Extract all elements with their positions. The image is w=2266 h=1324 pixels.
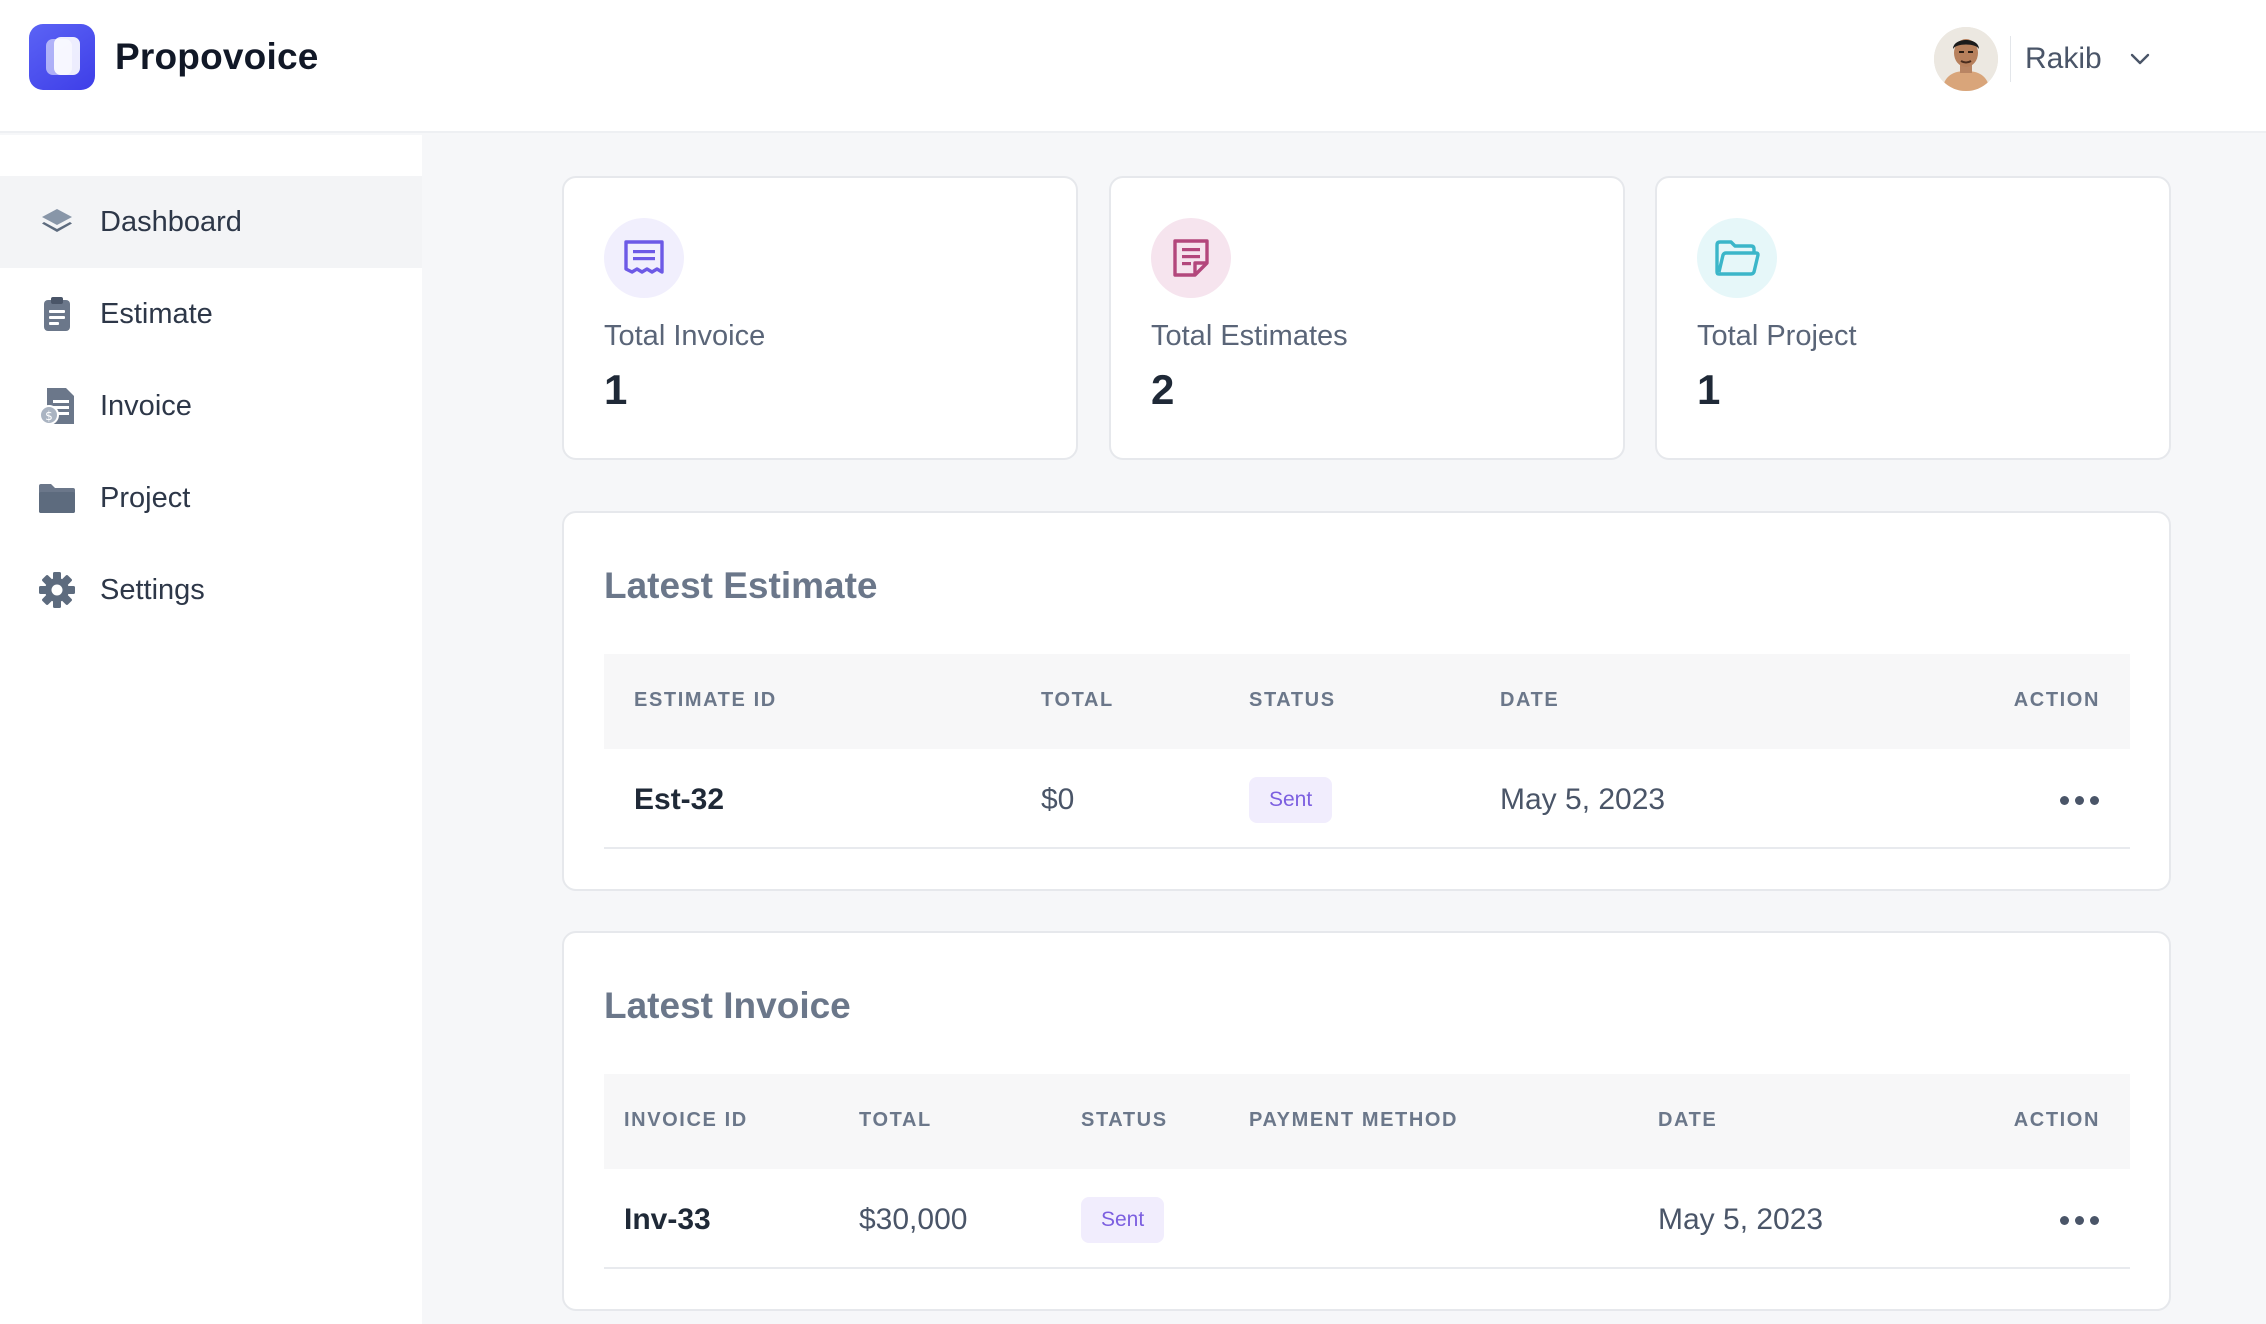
column-header-date: DATE	[1658, 1109, 1718, 1131]
sidebar-item-label: Settings	[100, 573, 205, 606]
sidebar-item-label: Estimate	[100, 297, 213, 330]
column-header-action: ACTION	[2013, 1109, 2100, 1131]
stat-label: Total Project	[1697, 320, 1857, 352]
status-badge: Sent	[1081, 1197, 1165, 1243]
column-header-action: ACTION	[2013, 689, 2100, 711]
top-bar: Propovoice Rakib	[0, 0, 2266, 133]
column-header-date: DATE	[1500, 689, 1560, 711]
column-header-status: STATUS	[1081, 1109, 1168, 1131]
app-name: Propovoice	[115, 36, 319, 77]
table-header: INVOICE ID TOTAL STATUS PAYMENT METHOD D…	[604, 1074, 2130, 1169]
user-divider	[2010, 36, 2011, 82]
estimate-date: May 5, 2023	[1500, 783, 1666, 816]
user-menu[interactable]: Rakib	[1934, 27, 2152, 91]
panel-title: Latest Invoice	[604, 985, 851, 1026]
stat-card-total-estimates: Total Estimates 2	[1109, 176, 1625, 460]
stat-label: Total Estimates	[1151, 320, 1348, 352]
column-header-total: TOTAL	[859, 1109, 932, 1131]
sidebar-item-invoice[interactable]: $ Invoice	[0, 360, 422, 452]
table-row[interactable]: Est-32 $0 Sent May 5, 2023	[604, 749, 2130, 849]
latest-estimate-panel: Latest Estimate ESTIMATE ID TOTAL STATUS…	[562, 511, 2171, 891]
column-header-payment-method: PAYMENT METHOD	[1249, 1109, 1459, 1131]
sidebar-item-estimate[interactable]: Estimate	[0, 268, 422, 360]
invoice-date: May 5, 2023	[1658, 1203, 1824, 1236]
stat-value: 1	[1697, 366, 1721, 413]
sidebar-item-settings[interactable]: Settings	[0, 544, 422, 636]
stat-card-total-invoice: Total Invoice 1	[562, 176, 1078, 460]
avatar[interactable]	[1934, 27, 1998, 91]
estimate-id[interactable]: Est-32	[634, 783, 725, 816]
column-header-estimate-id: ESTIMATE ID	[634, 689, 777, 711]
sidebar-item-project[interactable]: Project	[0, 452, 422, 544]
more-actions-icon[interactable]	[2060, 796, 2100, 806]
sidebar: Dashboard Estimate $ Invoice	[0, 135, 422, 1324]
gear-icon	[38, 571, 76, 609]
sidebar-item-label: Project	[100, 481, 191, 514]
column-header-status: STATUS	[1249, 689, 1336, 711]
panel-title: Latest Estimate	[604, 565, 878, 606]
column-header-invoice-id: INVOICE ID	[624, 1109, 748, 1131]
estimate-total: $0	[1041, 783, 1075, 816]
clipboard-icon	[38, 295, 76, 333]
receipt-icon	[604, 218, 684, 298]
app-logo[interactable]	[29, 24, 95, 90]
table-header: ESTIMATE ID TOTAL STATUS DATE ACTION	[604, 654, 2130, 749]
note-icon	[1151, 218, 1231, 298]
column-header-total: TOTAL	[1041, 689, 1114, 711]
more-actions-icon[interactable]	[2060, 1216, 2100, 1226]
sidebar-item-label: Dashboard	[100, 205, 242, 238]
sidebar-item-label: Invoice	[100, 389, 192, 422]
folder-icon	[38, 479, 76, 517]
stat-value: 1	[604, 366, 628, 413]
user-name[interactable]: Rakib	[2025, 42, 2102, 75]
dashboard-layers-icon	[38, 203, 76, 241]
svg-text:$: $	[45, 409, 53, 423]
invoice-total: $30,000	[859, 1203, 968, 1236]
stat-value: 2	[1151, 366, 1175, 413]
invoice-document-icon: $	[38, 387, 76, 425]
status-badge: Sent	[1249, 777, 1333, 823]
invoice-id[interactable]: Inv-33	[624, 1203, 711, 1236]
stat-label: Total Invoice	[604, 320, 766, 352]
sidebar-item-dashboard[interactable]: Dashboard	[0, 176, 422, 268]
latest-invoice-panel: Latest Invoice INVOICE ID TOTAL STATUS P…	[562, 931, 2171, 1311]
folder-icon	[1697, 218, 1777, 298]
table-row[interactable]: Inv-33 $30,000 Sent May 5, 2023	[604, 1169, 2130, 1269]
chevron-down-icon[interactable]	[2128, 47, 2152, 71]
stat-card-total-project: Total Project 1	[1655, 176, 2171, 460]
